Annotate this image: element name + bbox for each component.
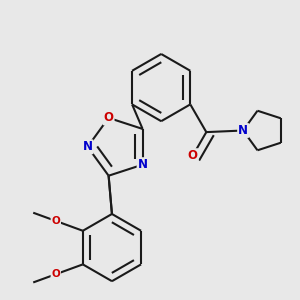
Text: N: N: [238, 124, 248, 137]
Text: O: O: [51, 216, 60, 226]
Text: N: N: [138, 158, 148, 171]
Text: O: O: [103, 111, 114, 124]
Text: N: N: [82, 140, 93, 153]
Text: O: O: [51, 269, 60, 279]
Text: O: O: [188, 149, 198, 162]
